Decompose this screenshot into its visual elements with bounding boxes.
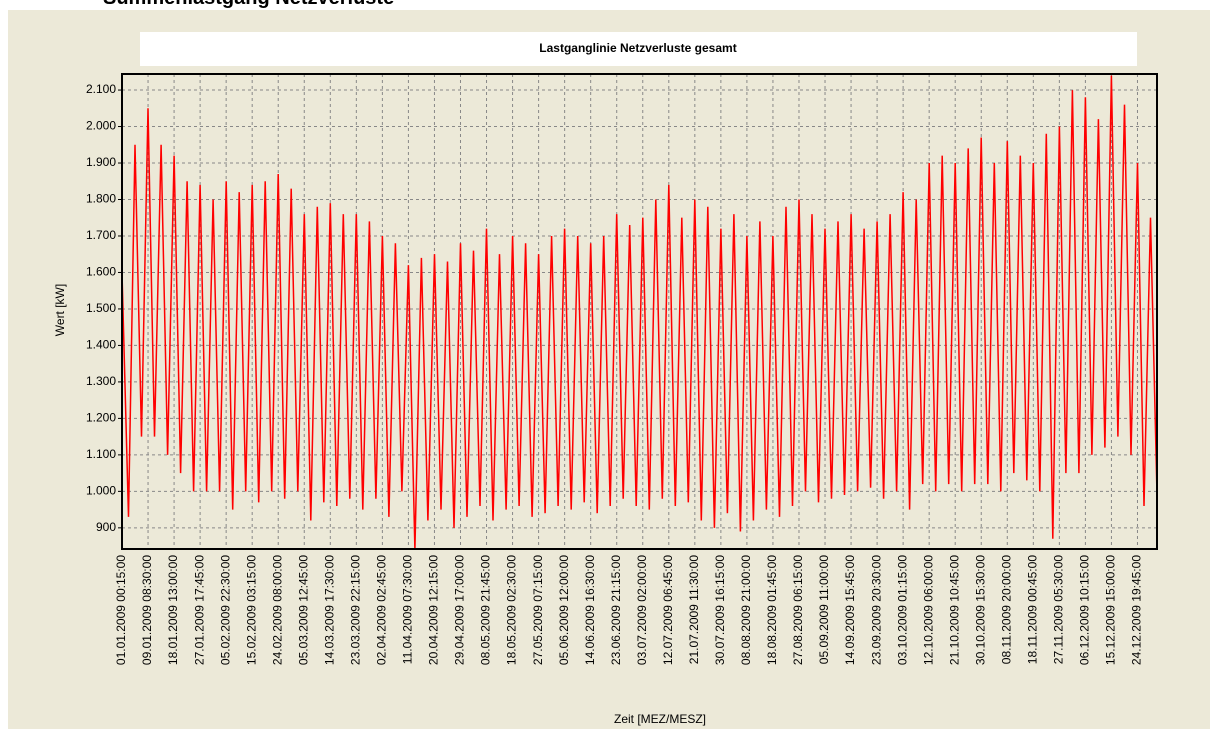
x-tick-label: 02.04.2009 02:45:00 <box>375 555 389 665</box>
y-tick-label: 1.500 <box>86 301 116 315</box>
x-tick-label: 15.12.2009 15:00:00 <box>1104 555 1118 665</box>
x-tick-label: 05.03.2009 12:45:00 <box>296 555 310 665</box>
x-tick-label: 12.10.2009 06:00:00 <box>921 555 935 665</box>
y-tick-label: 1.800 <box>86 192 116 206</box>
title-box <box>140 32 1137 66</box>
x-tick-label: 21.07.2009 11:30:00 <box>687 555 701 665</box>
y-tick-label: 1.200 <box>86 411 116 425</box>
x-tick-label: 24.02.2009 08:00:00 <box>270 555 284 665</box>
x-tick-label: 21.10.2009 10:45:00 <box>947 555 961 665</box>
x-tick-label: 08.08.2009 21:00:00 <box>739 555 753 665</box>
y-tick-label: 1.700 <box>86 228 116 242</box>
y-tick-label: 900 <box>96 520 116 534</box>
x-tick-label: 08.11.2009 20:00:00 <box>999 555 1013 665</box>
plot-frame <box>121 73 1158 550</box>
x-tick-label: 18.08.2009 01:45:00 <box>765 555 779 665</box>
x-tick-label: 23.03.2009 22:15:00 <box>349 555 363 665</box>
y-tick-label: 1.000 <box>86 484 116 498</box>
y-tick-label: 2.000 <box>86 119 116 133</box>
series-line <box>121 75 1158 550</box>
x-tick-label: 05.06.2009 12:00:00 <box>557 555 571 665</box>
y-tick-label: 2.100 <box>86 82 116 96</box>
x-tick-label: 03.10.2009 01:15:00 <box>895 555 909 665</box>
x-tick-label: 30.10.2009 15:30:00 <box>973 555 987 665</box>
y-axis-label: Wert [kW] <box>53 284 67 336</box>
x-tick-label: 11.04.2009 07:30:00 <box>401 555 415 665</box>
x-tick-label: 06.12.2009 10:15:00 <box>1078 555 1092 665</box>
x-tick-label: 18.11.2009 00:45:00 <box>1025 555 1039 665</box>
x-tick-label: 27.01.2009 17:45:00 <box>192 555 206 665</box>
x-tick-label: 23.06.2009 21:15:00 <box>609 555 623 665</box>
x-tick-label: 05.09.2009 11:00:00 <box>817 555 831 665</box>
y-tick-label: 1.900 <box>86 155 116 169</box>
x-tick-label: 01.01.2009 00:15:00 <box>114 555 128 665</box>
x-tick-label: 05.02.2009 22:30:00 <box>218 555 232 665</box>
page-heading: Summenlastgang Netzverluste <box>103 0 394 9</box>
x-tick-label: 27.08.2009 06:15:00 <box>791 555 805 665</box>
x-tick-label: 14.06.2009 16:30:00 <box>583 555 597 665</box>
y-tick-label: 1.400 <box>86 338 116 352</box>
x-tick-label: 23.09.2009 20:30:00 <box>869 555 883 665</box>
x-tick-label: 14.09.2009 15:45:00 <box>843 555 857 665</box>
y-tick-label: 1.600 <box>86 265 116 279</box>
x-tick-label: 15.02.2009 03:15:00 <box>244 555 258 665</box>
chart-title: Lastganglinie Netzverluste gesamt <box>539 41 736 55</box>
y-tick-label: 1.100 <box>86 447 116 461</box>
x-tick-label: 14.03.2009 17:30:00 <box>322 555 336 665</box>
x-tick-label: 09.01.2009 08:30:00 <box>140 555 154 665</box>
x-tick-label: 03.07.2009 02:00:00 <box>635 555 649 665</box>
x-tick-label: 20.04.2009 12:15:00 <box>427 555 441 665</box>
x-tick-label: 08.05.2009 21:45:00 <box>479 555 493 665</box>
x-tick-label: 27.05.2009 07:15:00 <box>531 555 545 665</box>
x-tick-label: 29.04.2009 17:00:00 <box>453 555 467 665</box>
x-tick-label: 27.11.2009 05:30:00 <box>1052 555 1066 665</box>
y-tick-label: 1.300 <box>86 374 116 388</box>
x-tick-label: 12.07.2009 06:45:00 <box>661 555 675 665</box>
x-tick-label: 18.05.2009 02:30:00 <box>505 555 519 665</box>
x-tick-label: 18.01.2009 13:00:00 <box>166 555 180 665</box>
x-axis-label: Zeit [MEZ/MESZ] <box>614 712 706 726</box>
x-tick-label: 30.07.2009 16:15:00 <box>713 555 727 665</box>
x-tick-label: 24.12.2009 19:45:00 <box>1130 555 1144 665</box>
